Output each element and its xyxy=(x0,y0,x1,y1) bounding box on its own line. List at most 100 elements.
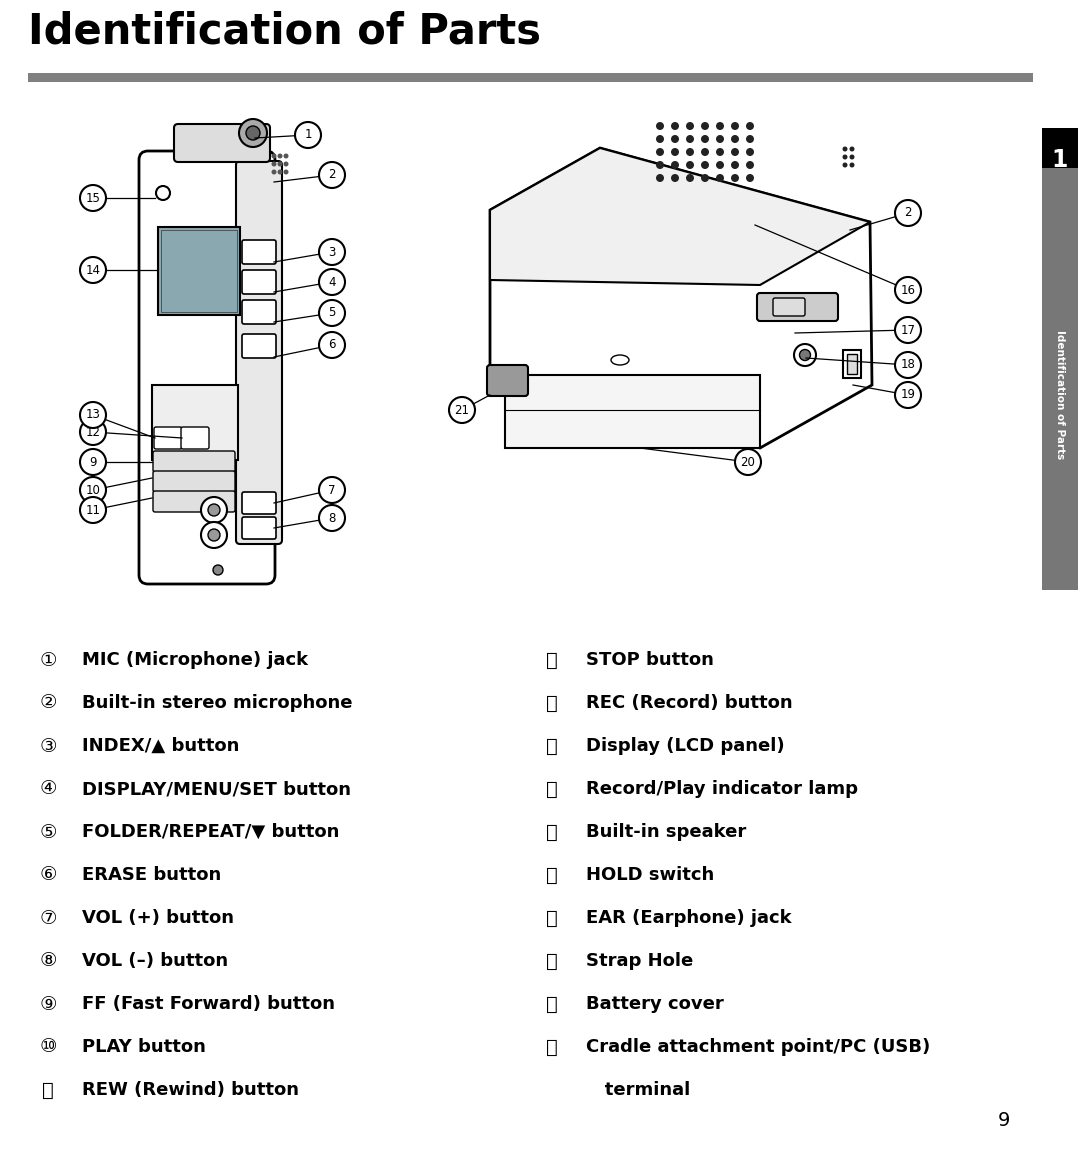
FancyBboxPatch shape xyxy=(242,240,276,264)
Bar xyxy=(161,230,237,312)
Text: Built-in speaker: Built-in speaker xyxy=(586,823,746,842)
Circle shape xyxy=(80,402,106,428)
Text: ⑨: ⑨ xyxy=(39,994,57,1014)
Circle shape xyxy=(295,123,321,148)
Circle shape xyxy=(716,123,724,129)
Text: ④: ④ xyxy=(39,779,57,799)
Circle shape xyxy=(799,349,810,361)
Circle shape xyxy=(80,477,106,503)
Text: terminal: terminal xyxy=(586,1081,690,1099)
Circle shape xyxy=(156,186,170,200)
Bar xyxy=(152,385,238,460)
Circle shape xyxy=(895,317,921,343)
Text: Identification of Parts: Identification of Parts xyxy=(28,10,541,52)
Text: 2: 2 xyxy=(904,207,912,220)
Circle shape xyxy=(895,200,921,227)
Circle shape xyxy=(701,123,708,129)
FancyBboxPatch shape xyxy=(242,301,276,324)
Circle shape xyxy=(319,269,345,295)
Text: 16: 16 xyxy=(901,283,916,296)
Text: ⑧: ⑧ xyxy=(39,951,57,971)
Circle shape xyxy=(671,148,679,156)
Circle shape xyxy=(686,135,694,143)
Text: STOP button: STOP button xyxy=(586,651,714,669)
Text: FOLDER/REPEAT/▼ button: FOLDER/REPEAT/▼ button xyxy=(82,823,339,842)
Circle shape xyxy=(319,505,345,531)
Circle shape xyxy=(701,148,708,156)
Text: 10: 10 xyxy=(85,483,100,496)
FancyBboxPatch shape xyxy=(237,161,282,544)
Circle shape xyxy=(283,162,288,166)
Circle shape xyxy=(716,175,724,181)
Circle shape xyxy=(319,332,345,358)
Circle shape xyxy=(671,175,679,181)
Text: 14: 14 xyxy=(85,264,100,276)
Circle shape xyxy=(686,148,694,156)
Circle shape xyxy=(731,175,739,181)
Text: 15: 15 xyxy=(85,192,100,205)
Circle shape xyxy=(201,497,227,523)
Text: 19: 19 xyxy=(901,388,916,401)
Text: ①: ① xyxy=(39,651,57,669)
Bar xyxy=(1042,160,1078,590)
Circle shape xyxy=(746,161,754,169)
FancyBboxPatch shape xyxy=(487,365,528,397)
Text: PLAY button: PLAY button xyxy=(82,1038,206,1055)
Bar xyxy=(28,73,1032,82)
Circle shape xyxy=(271,162,276,166)
Circle shape xyxy=(271,154,276,158)
FancyBboxPatch shape xyxy=(242,271,276,294)
Circle shape xyxy=(80,497,106,523)
Circle shape xyxy=(850,155,854,160)
Circle shape xyxy=(656,175,664,181)
Text: 1: 1 xyxy=(1052,148,1068,172)
Text: 11: 11 xyxy=(85,504,100,517)
Polygon shape xyxy=(490,148,870,286)
Text: Built-in stereo microphone: Built-in stereo microphone xyxy=(82,694,352,712)
Text: Strap Hole: Strap Hole xyxy=(586,953,693,970)
Text: HOLD switch: HOLD switch xyxy=(586,866,714,884)
Ellipse shape xyxy=(611,355,629,365)
Text: FF (Fast Forward) button: FF (Fast Forward) button xyxy=(82,995,335,1013)
Circle shape xyxy=(731,161,739,169)
FancyBboxPatch shape xyxy=(757,292,838,321)
Text: ⑭: ⑭ xyxy=(546,736,558,756)
FancyBboxPatch shape xyxy=(181,427,210,449)
Circle shape xyxy=(671,161,679,169)
Bar xyxy=(158,227,240,314)
Circle shape xyxy=(686,123,694,129)
Circle shape xyxy=(278,154,283,158)
FancyBboxPatch shape xyxy=(242,334,276,358)
Text: DISPLAY/MENU/SET button: DISPLAY/MENU/SET button xyxy=(82,780,351,798)
Circle shape xyxy=(731,123,739,129)
Text: 4: 4 xyxy=(328,275,336,289)
FancyBboxPatch shape xyxy=(242,492,276,514)
FancyBboxPatch shape xyxy=(242,517,276,539)
Circle shape xyxy=(80,185,106,212)
Circle shape xyxy=(246,126,260,140)
Text: REW (Rewind) button: REW (Rewind) button xyxy=(82,1081,299,1099)
Circle shape xyxy=(283,170,288,175)
Text: 6: 6 xyxy=(328,339,336,351)
Text: ⑯: ⑯ xyxy=(546,823,558,842)
Text: ㉑: ㉑ xyxy=(546,1037,558,1057)
Circle shape xyxy=(842,163,848,168)
FancyBboxPatch shape xyxy=(153,451,235,472)
Circle shape xyxy=(842,155,848,160)
Text: ⑲: ⑲ xyxy=(546,951,558,971)
Text: INDEX/▲ button: INDEX/▲ button xyxy=(82,738,240,755)
Circle shape xyxy=(735,449,761,475)
Text: 5: 5 xyxy=(328,306,336,319)
Text: 21: 21 xyxy=(455,403,470,416)
Circle shape xyxy=(201,523,227,548)
Circle shape xyxy=(842,147,848,151)
Circle shape xyxy=(319,239,345,265)
Text: Identification of Parts: Identification of Parts xyxy=(1055,331,1065,460)
Text: MIC (Microphone) jack: MIC (Microphone) jack xyxy=(82,651,308,669)
Circle shape xyxy=(746,135,754,143)
Circle shape xyxy=(80,449,106,475)
Text: VOL (+) button: VOL (+) button xyxy=(82,909,234,927)
Circle shape xyxy=(239,119,267,147)
Text: ⑦: ⑦ xyxy=(39,909,57,927)
Circle shape xyxy=(278,170,283,175)
